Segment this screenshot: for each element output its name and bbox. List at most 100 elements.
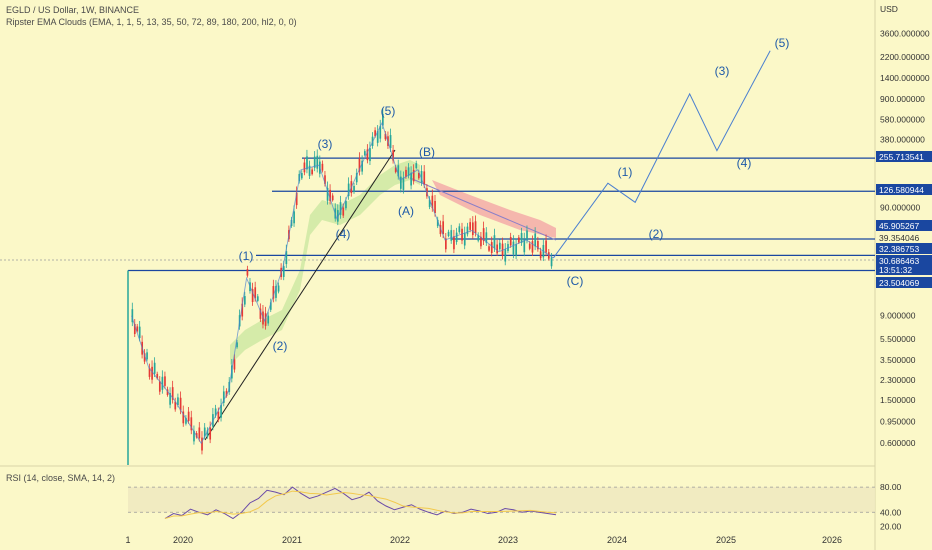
candle-body	[545, 240, 547, 253]
candle-body	[423, 171, 426, 185]
rsi-ma-line	[164, 490, 557, 520]
candle-body	[512, 241, 515, 255]
candle-body	[394, 167, 397, 173]
candle-body	[171, 387, 174, 400]
candle-body	[267, 315, 270, 324]
candle-body	[324, 175, 326, 184]
candle-body	[509, 237, 512, 246]
candle-body	[472, 222, 474, 236]
candle-body	[138, 326, 141, 338]
y-tick-label: 380.000000	[880, 134, 925, 144]
candle-body	[131, 309, 134, 323]
wave-path	[131, 121, 554, 445]
candle-body	[301, 172, 303, 179]
candle-body	[374, 130, 376, 137]
y-tick-label: 1.500000	[880, 395, 916, 405]
candle-body	[326, 187, 329, 201]
candle-body	[455, 232, 458, 242]
currency-label: USD	[880, 4, 898, 14]
wave-label: (4)	[336, 227, 351, 241]
wave-label: (B)	[419, 145, 435, 159]
candle-body	[136, 326, 139, 332]
candle-body	[488, 246, 490, 251]
rsi-line	[164, 486, 557, 520]
price-tag: 45.905267	[879, 221, 919, 231]
wave-label: (5)	[775, 36, 790, 50]
candle-body	[342, 207, 345, 216]
candle-body	[166, 389, 169, 396]
candle-body	[515, 244, 517, 256]
candle-body	[361, 160, 363, 172]
candle-body	[504, 249, 507, 262]
candle-body	[463, 232, 466, 246]
candle-body	[331, 195, 334, 201]
candle-body	[442, 221, 444, 235]
x-tick-label: 2022	[390, 535, 410, 545]
candle-body	[458, 226, 461, 233]
rsi-line: RSI (14, close, SMA, 14, 2)	[6, 473, 116, 483]
candle-body	[316, 155, 319, 169]
candle-body	[282, 266, 285, 277]
wave-label: (5)	[381, 104, 396, 118]
candle-body	[469, 222, 471, 230]
y-tick-label: 9.000000	[880, 311, 916, 321]
candle-body	[534, 233, 537, 247]
candle-body	[392, 150, 394, 161]
price-tag-bg	[876, 255, 932, 266]
candle-body	[382, 113, 384, 126]
candle-body	[311, 169, 313, 175]
candle-body	[156, 373, 159, 379]
y-tick-label: 2.300000	[880, 375, 916, 385]
candle-body	[384, 133, 387, 140]
y-tick-label: 900.000000	[880, 94, 925, 104]
y-tick-label: 3.500000	[880, 355, 916, 365]
candle-body	[355, 173, 358, 183]
candle-body	[256, 296, 259, 301]
candle-body	[376, 130, 379, 143]
candle-body	[550, 257, 553, 267]
candle-body	[466, 226, 469, 235]
price-tag: 126.580944	[879, 185, 924, 195]
candle-body	[539, 251, 542, 259]
candle-body	[369, 148, 371, 162]
y-tick-label: 0.600000	[880, 438, 916, 448]
candle-body	[358, 158, 361, 172]
price-tag: 30.686463	[879, 256, 919, 266]
x-tick-label: 2020	[173, 535, 193, 545]
candle-body	[496, 244, 498, 254]
candle-body	[477, 235, 480, 241]
wave-label: (C)	[567, 274, 584, 288]
price-tag-bg	[876, 184, 932, 195]
candle-body	[277, 285, 280, 292]
candle-body	[531, 241, 534, 253]
candle-body	[203, 427, 206, 437]
candle-body	[528, 243, 531, 249]
price-tag-bg	[876, 151, 932, 162]
candle-body	[259, 308, 262, 319]
ema-cloud-red	[432, 180, 556, 238]
candle-body	[272, 286, 275, 299]
candle-body	[402, 177, 405, 190]
candle-body	[418, 173, 420, 179]
wave-label: (A)	[398, 204, 414, 218]
candle-body	[450, 230, 453, 241]
x-tick-label: 2026	[822, 535, 842, 545]
candle-body	[366, 149, 369, 161]
candle-body	[295, 192, 298, 206]
candle-body	[482, 228, 485, 242]
candle-body	[339, 202, 342, 215]
candle-body	[303, 162, 306, 173]
rsi-tick-label: 20.00	[880, 522, 902, 532]
price-tag-bg	[876, 243, 932, 254]
candle-body	[353, 185, 355, 193]
rsi-band	[128, 487, 875, 513]
candle-body	[431, 195, 434, 209]
candle-body	[164, 376, 166, 386]
candle-body	[275, 286, 277, 298]
candle-body	[485, 232, 488, 243]
candle-body	[179, 397, 182, 411]
x-tick-label: 2023	[498, 535, 518, 545]
y-tick-label: 5.500000	[880, 334, 916, 344]
x-tick-label: 2025	[716, 535, 736, 545]
